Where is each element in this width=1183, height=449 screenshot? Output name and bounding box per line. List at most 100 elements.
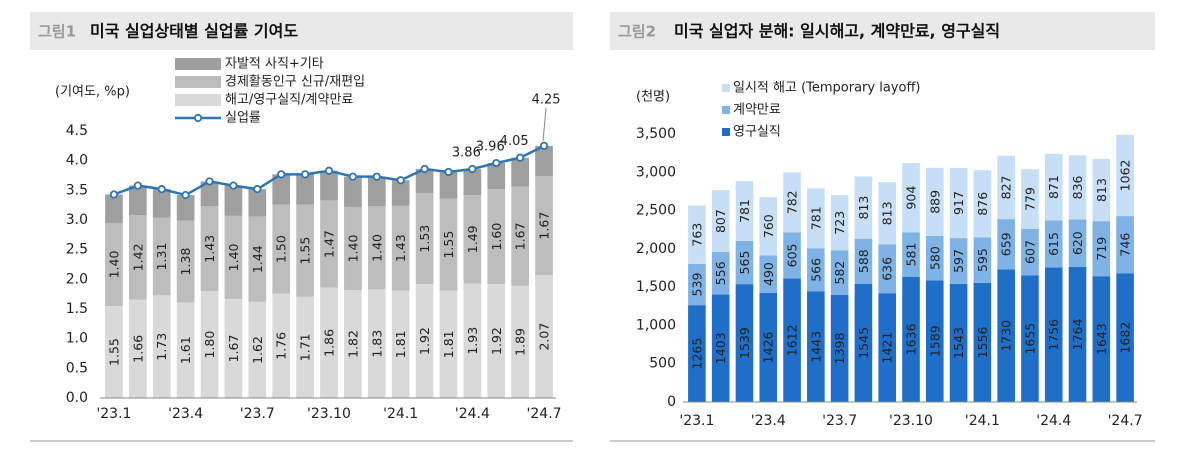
bar-segment [759,197,778,256]
legend-label: 경제활동인구 신규/재편입 [225,75,365,90]
value-label: 1682 [1118,322,1133,354]
bar-segment [1021,169,1039,229]
line-value-label: 3.86 [452,145,481,160]
bar-segment [367,176,386,207]
value-label: 1.55 [441,231,456,259]
bar-segment [487,284,506,398]
value-label: 1265 [689,338,704,370]
bar-segment [248,216,267,302]
legend-label: 실업률 [225,111,261,126]
value-label: 580 [927,246,942,270]
bar-segment [296,296,314,398]
value-label: 1.89 [513,328,528,356]
value-label: 1.50 [274,235,289,263]
bar-segment [1044,153,1063,221]
value-label: 723 [832,211,847,235]
bar-segment [854,283,873,402]
value-label: 1403 [713,332,728,364]
value-label: 1398 [832,333,847,365]
bar-segment [248,301,267,398]
value-label: 1.42 [130,243,145,271]
bar-segment [688,263,706,306]
value-label: 1539 [737,327,752,359]
y-axis-label: (천명) [636,90,670,105]
bar-segment [1021,228,1039,276]
y-tick-label: 2,000 [636,241,676,257]
value-label: 1.31 [154,243,169,271]
value-label: 1643 [1094,323,1109,355]
legend-label: 일시적 해고 (Temporary layoff) [733,81,920,96]
line-marker [229,181,238,190]
bar-segment [878,244,897,294]
bar-segment [711,294,730,402]
bar-segment [807,291,825,402]
bar-segment [902,232,920,277]
value-label: 1443 [808,331,823,363]
bar-segment [1116,273,1134,402]
bar-segment [902,276,920,402]
chart-title: 미국 실업자 분해: 일시해고, 계약만료, 영구실직 [674,22,1000,41]
bar-segment [1068,219,1087,267]
value-label: 607 [1022,240,1037,264]
bar-segment [320,170,338,201]
y-tick-label: 1.5 [66,301,88,317]
bar-segment [1068,266,1087,402]
bar-segment [415,284,434,398]
value-label: 636 [880,257,895,281]
bar-segment [1068,155,1087,220]
line-marker [539,141,549,150]
leader-line [542,107,547,141]
value-label: 1.66 [130,335,145,363]
bar-segment [783,172,801,233]
x-tick-label: '23.4 [168,406,203,422]
bar-segment [949,167,968,239]
legend-label: 자발적 사직+기타 [225,57,324,72]
value-label: 807 [713,209,728,233]
bar-segment [997,155,1015,220]
bar-segment [973,237,992,283]
x-tick-label: '24.4 [1036,413,1071,429]
value-label: 1.60 [489,223,504,251]
bar-segment [320,287,338,398]
bar-segment [129,215,147,300]
bar-segment [439,198,458,291]
value-label: 813 [1094,178,1109,202]
y-tick-label: 2.5 [66,242,88,258]
value-label: 779 [1022,187,1037,211]
line-marker [181,190,190,200]
line-value-label: 4.25 [532,92,561,107]
bar-segment [272,293,291,398]
bar-segment [735,181,754,241]
line-marker [109,190,119,199]
y-tick-label: 4.0 [66,153,88,169]
bar-segment [105,222,123,307]
bar-segment [463,283,482,398]
line-marker [157,185,166,194]
x-tick-label: '24.4 [455,406,490,422]
value-label: 1.40 [226,243,241,271]
bar-segment [511,157,529,187]
value-label: 904 [904,186,919,210]
bar-segment [688,205,706,264]
value-label: 1655 [1022,323,1037,355]
bar-segment [807,248,825,292]
bar-segment [925,167,944,236]
bar-segment [997,269,1015,402]
value-label: 1.55 [298,237,313,265]
bar-segment [688,305,706,402]
bar-segment [296,174,314,205]
bar-segment [152,217,171,296]
value-label: 1545 [856,327,871,359]
chart-title: 미국 실업상태별 실업률 기여도 [90,22,298,41]
bar-segment [367,206,386,290]
value-label: 605 [785,243,800,267]
line-marker [468,164,477,174]
line-value-label: 4.05 [500,134,529,149]
value-label: 1.43 [393,234,408,262]
bar-segment [1116,134,1134,217]
y-tick-label: 3.0 [66,212,88,228]
value-label: 876 [975,192,990,216]
y-tick-label: 0.0 [66,390,88,406]
value-label: 836 [1070,175,1085,199]
value-label: 1556 [975,326,990,358]
